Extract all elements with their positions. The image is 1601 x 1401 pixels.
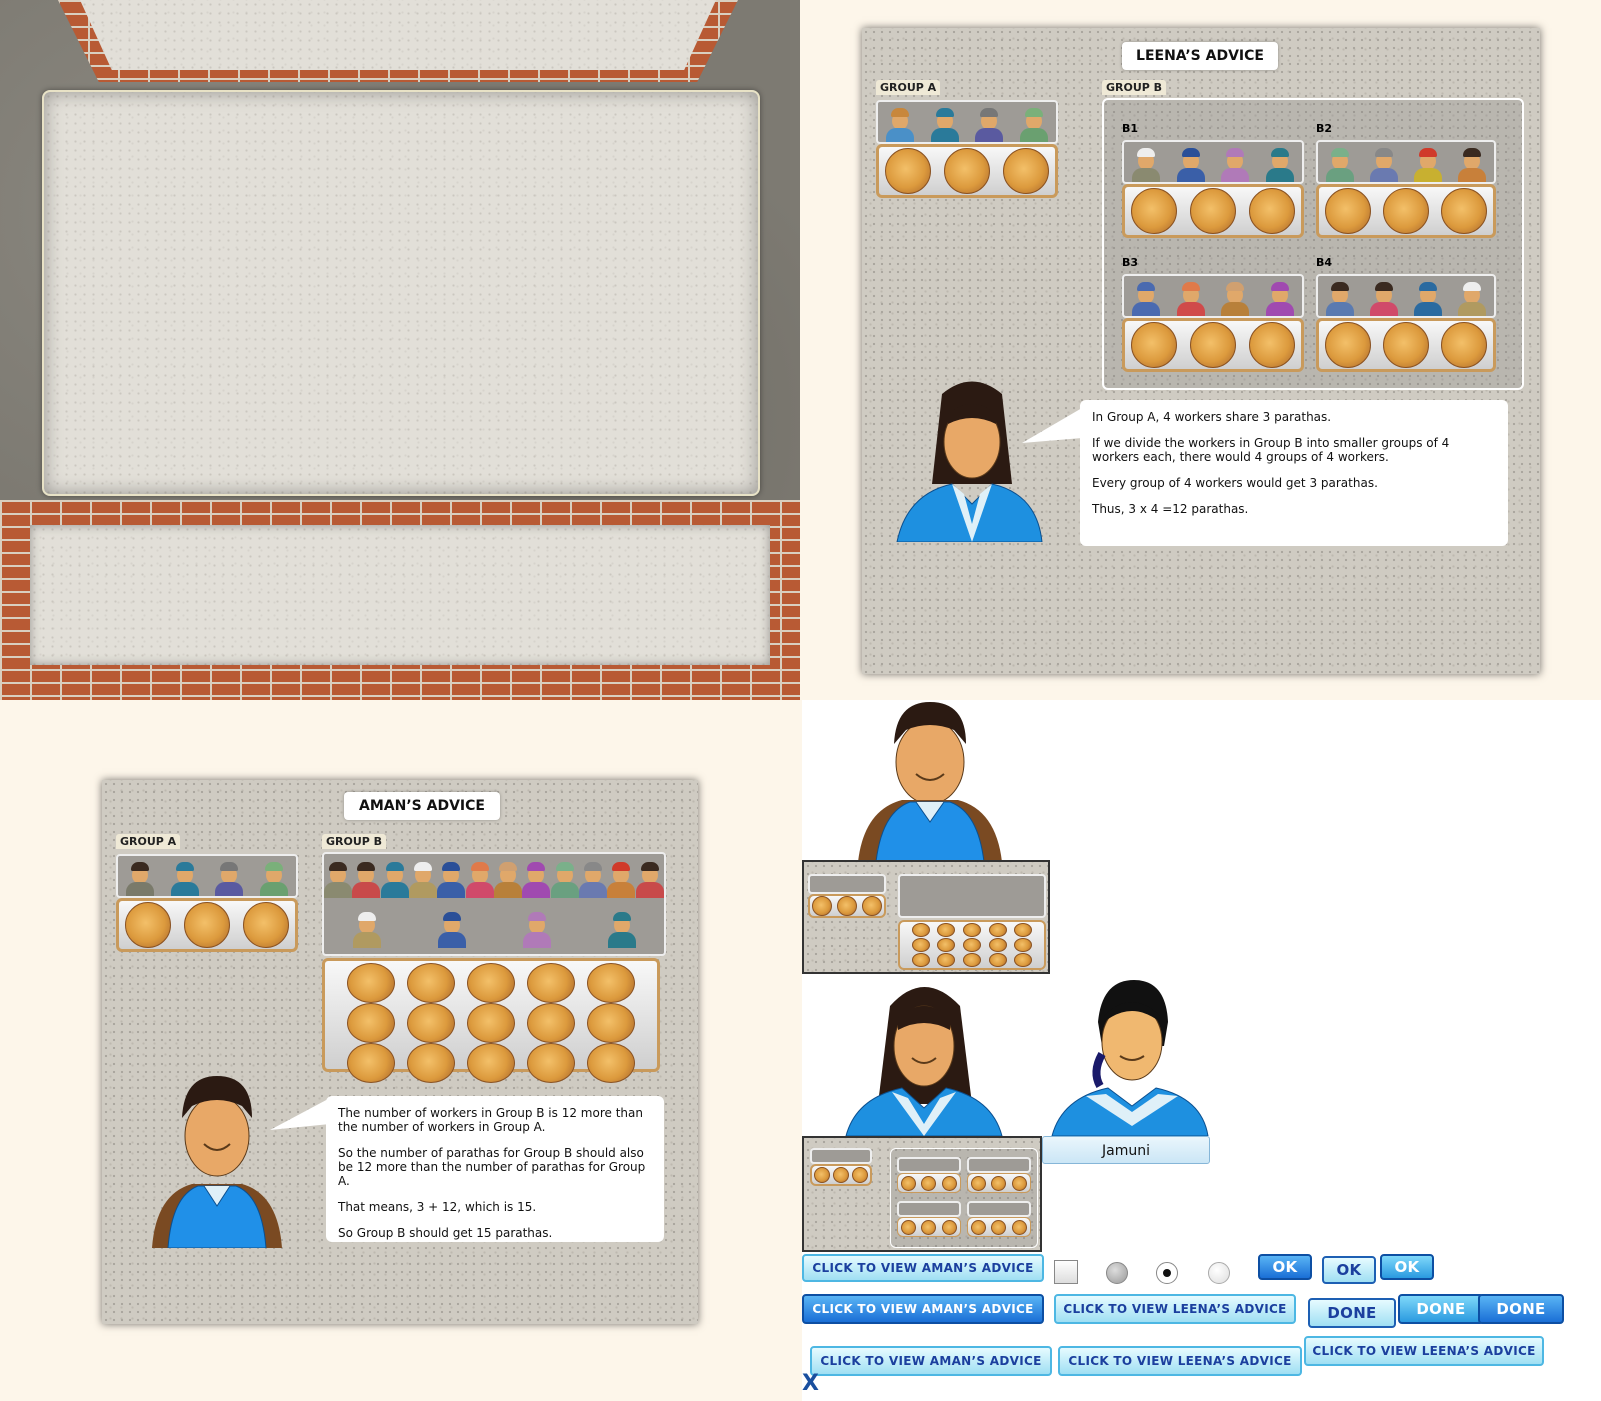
checkbox[interactable] [1054,1260,1078,1284]
subgroup-b3-workers [1122,274,1304,318]
worker-icon [975,108,1004,142]
radio-button-empty[interactable] [1208,1262,1230,1284]
subgroup-b4-label: B4 [1316,256,1333,269]
speech-line: Every group of 4 workers would get 3 par… [1092,476,1378,490]
subgroup-b2-tray [1316,184,1496,238]
speech-line: So the number of parathas for Group B sh… [338,1146,646,1188]
group-a-tray [116,898,298,952]
speech-bubble-tail [270,1098,330,1130]
paratha-icon [183,902,230,948]
speech-bubble-tail [1022,408,1082,443]
ok-button-dark[interactable]: OK [1258,1254,1312,1280]
group-b-tray [322,958,660,1083]
subgroup-b1-tray [1122,184,1304,238]
group-a-workers [876,100,1058,144]
view-leena-advice-button-alt2[interactable]: CLICK TO VIEW LEENA’S ADVICE [1304,1336,1544,1366]
speech-line: The number of workers in Group B is 12 m… [338,1106,643,1134]
subgroup-b1-workers [1122,140,1304,184]
view-leena-advice-button-light[interactable]: CLICK TO VIEW LEENA’S ADVICE [1054,1294,1296,1324]
subgroup-b3-tray [1122,318,1304,372]
group-b-frame: B1 B2 B3 [1102,98,1524,390]
group-a-tray [876,144,1058,198]
top-window [80,0,716,70]
group-b-label: GROUP B [1102,80,1167,95]
aman-character-icon [152,1076,282,1248]
aman-large-character-icon [858,702,1002,862]
speech-line: So Group B should get 15 parathas. [338,1226,553,1240]
speech-line: In Group A, 4 workers share 3 parathas. [1092,410,1332,424]
group-a-label: GROUP A [116,834,181,849]
subgroup-b1-label: B1 [1122,122,1139,135]
paratha-icon [242,902,289,948]
aman-advice-title: AMAN’S ADVICE [344,792,500,820]
leena-large-character-icon [845,987,1003,1136]
group-a-workers [116,854,298,898]
worker-icon [886,108,915,142]
paratha-icon [125,902,172,948]
radio-button-disabled[interactable] [1106,1262,1128,1284]
speech-line: That means, 3 + 12, which is 15. [338,1200,537,1214]
paratha-icon [1002,148,1049,194]
done-button-hover[interactable]: DONE [1398,1294,1484,1324]
leena-advice-thumbnail[interactable] [802,1136,1042,1252]
bottom-wall-panel [30,525,770,665]
leena-advice-title: LEENA’S ADVICE [1122,42,1278,70]
subgroup-b4-tray [1316,318,1496,372]
radio-button-selected[interactable] [1156,1262,1178,1284]
ok-button-light[interactable]: OK [1322,1256,1376,1284]
done-button-light[interactable]: DONE [1308,1298,1396,1328]
view-aman-advice-button-light[interactable]: CLICK TO VIEW AMAN’S ADVICE [802,1254,1044,1282]
leena-speech-bubble: In Group A, 4 workers share 3 parathas. … [1080,400,1508,546]
worker-icon [930,108,959,142]
ok-button-hover[interactable]: OK [1380,1254,1434,1280]
group-a-label: GROUP A [876,80,941,95]
worker-icon [1019,108,1048,142]
subgroup-b2-label: B2 [1316,122,1333,135]
close-icon[interactable]: X [802,1371,819,1396]
subgroup-b2-workers [1316,140,1496,184]
aman-advice-thumbnail[interactable] [802,860,1050,974]
speech-line: If we divide the workers in Group B into… [1092,436,1450,464]
paratha-icon [885,148,932,194]
wall-board [42,90,760,496]
subgroup-b3-label: B3 [1122,256,1139,269]
aman-advice-panel: AMAN’S ADVICE GROUP A GROUP B [102,780,698,1324]
leena-character-icon [896,381,1043,542]
brick-wall-background [0,0,800,700]
view-aman-advice-button-dark[interactable]: CLICK TO VIEW AMAN’S ADVICE [802,1294,1044,1324]
view-leena-advice-button-alt[interactable]: CLICK TO VIEW LEENA’S ADVICE [1058,1346,1302,1376]
jamuni-character-icon [1051,980,1209,1136]
view-aman-advice-button-alt[interactable]: CLICK TO VIEW AMAN’S ADVICE [810,1346,1052,1376]
leena-advice-panel: LEENA’S ADVICE GROUP A GROUP B B1 B2 [862,28,1540,674]
paratha-icon [943,148,990,194]
group-b-workers [322,852,666,956]
group-b-label: GROUP B [322,834,387,849]
done-button-dark[interactable]: DONE [1478,1294,1564,1324]
aman-speech-bubble: The number of workers in Group B is 12 m… [326,1096,664,1242]
jamuni-name-tag: Jamuni [1042,1136,1210,1164]
subgroup-b4-workers [1316,274,1496,318]
speech-line: Thus, 3 x 4 =12 parathas. [1092,502,1249,516]
